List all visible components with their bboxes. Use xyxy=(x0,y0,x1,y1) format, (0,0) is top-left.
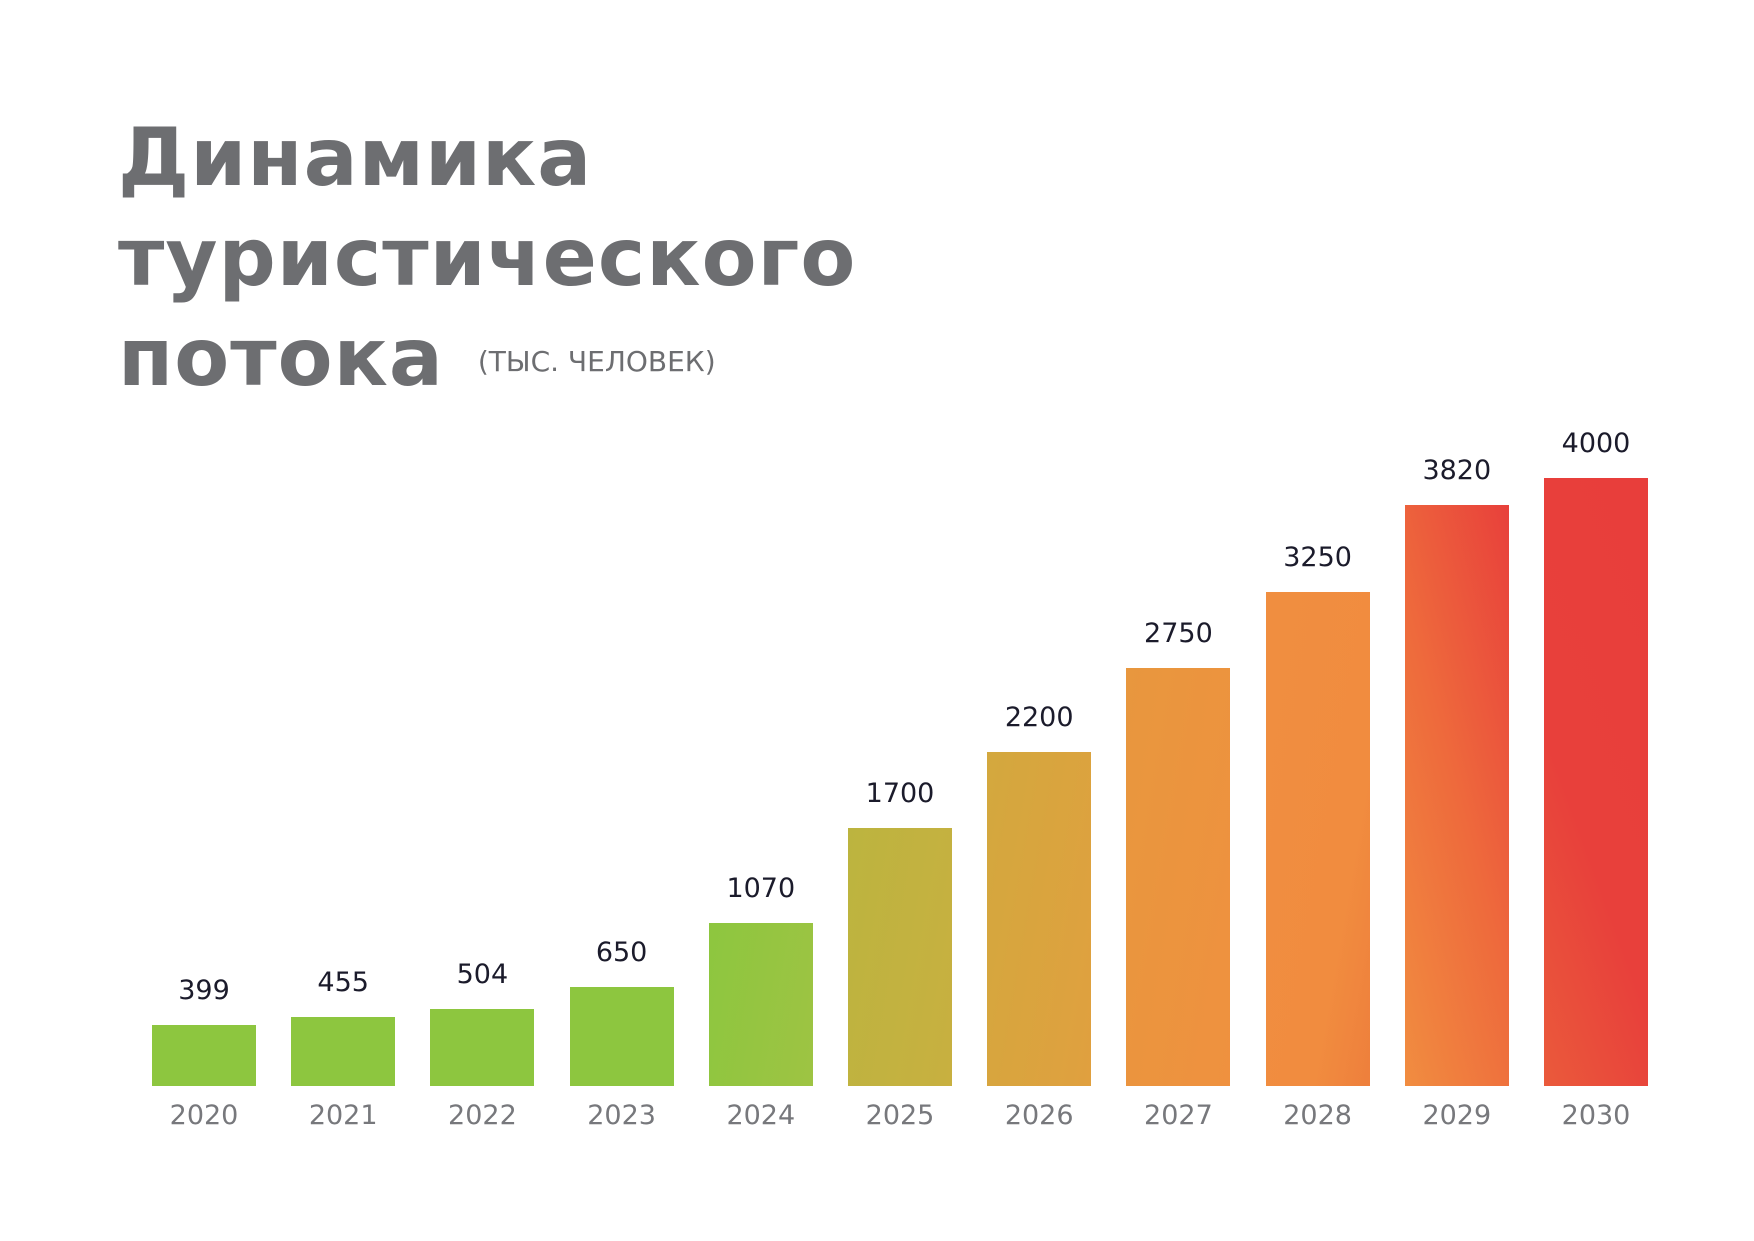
bar-2025 xyxy=(848,827,952,1086)
bar-2028 xyxy=(1265,592,1370,1086)
bar-2029 xyxy=(1404,505,1509,1086)
value-label: 2200 xyxy=(1004,701,1074,733)
value-label: 504 xyxy=(456,959,509,991)
bar-2024 xyxy=(708,923,813,1086)
bar-2027 xyxy=(1126,668,1231,1086)
value-label: 455 xyxy=(317,966,369,998)
value-label: 2750 xyxy=(1144,618,1213,649)
value-label: 1070 xyxy=(726,873,796,905)
value-label: 650 xyxy=(595,937,648,969)
x-axis-label: 2028 xyxy=(1283,1100,1352,1131)
x-axis-label: 2021 xyxy=(308,1100,378,1131)
x-axis-label: 2022 xyxy=(448,1100,517,1131)
x-axis-label: 2020 xyxy=(169,1100,239,1131)
bar-2026 xyxy=(987,751,1092,1086)
x-axis-label: 2029 xyxy=(1422,1100,1492,1131)
value-label: 3820 xyxy=(1422,455,1492,487)
title-line-3: потока (ТЫС. ЧЕЛОВЕК) xyxy=(118,308,856,412)
x-axis-label: 2025 xyxy=(865,1100,935,1131)
title-line-3-text: потока xyxy=(118,311,444,404)
bar-2020 xyxy=(152,1025,256,1086)
x-axis-label: 2027 xyxy=(1144,1100,1213,1131)
value-label: 399 xyxy=(178,975,230,1007)
x-axis-label: 2024 xyxy=(726,1100,796,1131)
x-axis-label: 2023 xyxy=(587,1100,656,1131)
value-label: 4000 xyxy=(1561,428,1631,459)
value-label: 1700 xyxy=(865,777,935,809)
bar-2022 xyxy=(430,1009,535,1086)
bar-2021 xyxy=(291,1016,396,1086)
chart-title: Динамика туристического потока (ТЫС. ЧЕЛО… xyxy=(118,108,856,412)
unit-label: (ТЫС. ЧЕЛОВЕК) xyxy=(477,345,716,378)
x-axis-label: 2030 xyxy=(1561,1100,1631,1131)
title-line-1: Динамика xyxy=(118,111,593,204)
value-label: 3250 xyxy=(1283,542,1352,573)
bar-2023 xyxy=(569,987,674,1086)
title-line-2: туристического xyxy=(118,211,857,304)
x-axis-label: 2026 xyxy=(1004,1100,1074,1131)
bar-2030 xyxy=(1544,478,1648,1086)
